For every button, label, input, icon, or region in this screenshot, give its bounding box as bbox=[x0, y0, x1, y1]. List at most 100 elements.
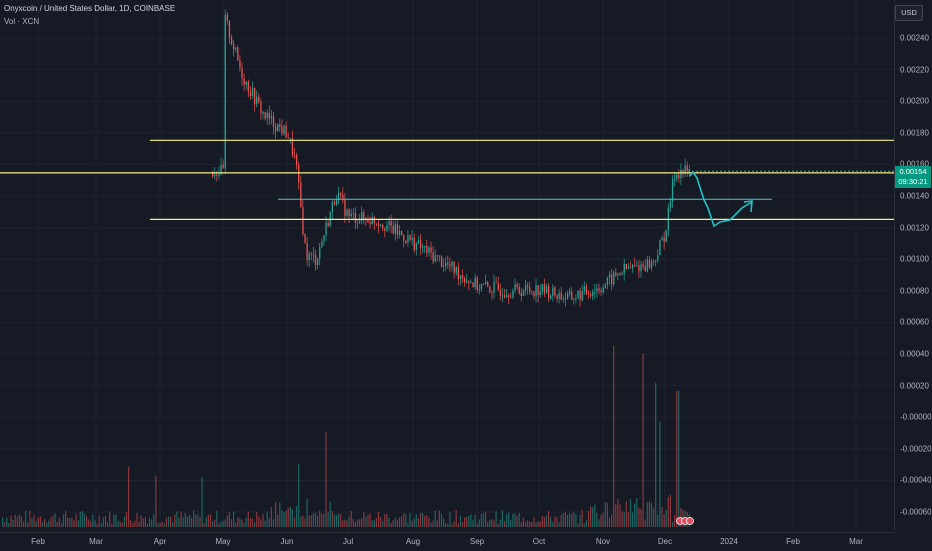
candle-body bbox=[321, 241, 323, 248]
volume-bar bbox=[69, 517, 71, 527]
candle-body bbox=[216, 174, 218, 176]
volume-bar bbox=[195, 514, 197, 527]
candle-body bbox=[665, 230, 667, 242]
chart-pane[interactable]: Onyxcoin / United States Dollar, 1D, COI… bbox=[0, 0, 894, 532]
volume-bar bbox=[222, 520, 224, 527]
volume-bar bbox=[678, 390, 680, 527]
volume-bar bbox=[489, 519, 491, 527]
volume-bar bbox=[310, 515, 312, 527]
candle-body bbox=[455, 267, 457, 274]
volume-bar bbox=[25, 510, 27, 527]
volume-bar bbox=[304, 518, 306, 527]
volume-bar bbox=[174, 514, 176, 527]
volume-bar bbox=[191, 517, 193, 527]
price-tick-label: 0.00020 bbox=[900, 381, 929, 391]
candle-body bbox=[247, 81, 249, 92]
volume-bar bbox=[564, 511, 566, 527]
volume-bar bbox=[60, 523, 62, 527]
candle-body bbox=[235, 47, 237, 50]
volume-bar bbox=[323, 513, 325, 527]
volume-bar bbox=[71, 517, 73, 527]
volume-bar bbox=[170, 516, 172, 527]
candle-body bbox=[619, 273, 621, 275]
candle-body bbox=[249, 91, 252, 96]
candle-body bbox=[308, 253, 310, 261]
volume-bar bbox=[107, 522, 109, 527]
volume-bar bbox=[161, 521, 163, 527]
candle-body bbox=[317, 258, 319, 266]
volume-bar bbox=[121, 522, 123, 527]
volume-bar bbox=[375, 517, 377, 527]
candle-body bbox=[302, 207, 304, 235]
volume-bar bbox=[138, 521, 140, 527]
volume-bar bbox=[674, 515, 676, 527]
symbol-legend[interactable]: Onyxcoin / United States Dollar, 1D, COI… bbox=[4, 4, 176, 13]
volume-bar bbox=[2, 517, 4, 527]
candle-body bbox=[283, 125, 285, 134]
candle-body bbox=[627, 267, 630, 269]
volume-bar bbox=[104, 515, 107, 527]
time-axis[interactable]: Feb Mar Apr May Jun Jul Aug Sep Oct Nov Dec 2024 Feb… bbox=[0, 532, 894, 551]
candle-body bbox=[629, 267, 632, 269]
volume-bar bbox=[541, 515, 543, 527]
volume-legend[interactable]: Vol · XCN bbox=[4, 17, 40, 26]
candle-body bbox=[554, 287, 556, 296]
volume-bar bbox=[209, 514, 212, 527]
candle-body bbox=[461, 275, 464, 279]
price-tick-label: 0.00220 bbox=[900, 65, 929, 75]
candle-body bbox=[541, 283, 543, 292]
volume-bar bbox=[163, 523, 165, 527]
candle-body bbox=[417, 239, 420, 244]
volume-bar bbox=[50, 517, 52, 527]
candle-body bbox=[527, 285, 529, 288]
volume-bar bbox=[193, 510, 195, 527]
candle-body bbox=[686, 165, 688, 172]
candle-body bbox=[430, 247, 432, 253]
volume-bar bbox=[663, 514, 665, 527]
volume-bar bbox=[296, 505, 298, 527]
volume-bar bbox=[539, 521, 541, 527]
candle-body bbox=[512, 290, 514, 298]
volume-bar bbox=[579, 515, 581, 527]
volume-bar bbox=[115, 514, 117, 527]
volume-bar bbox=[77, 520, 79, 527]
volume-bar bbox=[264, 520, 266, 527]
candle-body bbox=[499, 289, 501, 296]
price-axis[interactable]: 0.00240 0.00220 0.00200 0.00180 0.00160 0.001… bbox=[894, 0, 932, 532]
volume-bar bbox=[405, 514, 407, 527]
volume-bar bbox=[123, 516, 125, 527]
volume-bar bbox=[340, 514, 342, 527]
candle-body bbox=[569, 291, 571, 294]
candle-body bbox=[667, 207, 669, 231]
candle-body bbox=[537, 285, 539, 295]
candle-body bbox=[671, 178, 674, 202]
volume-bar bbox=[109, 511, 111, 527]
volume-bar bbox=[611, 514, 613, 527]
candle-body bbox=[447, 262, 449, 265]
candle-body bbox=[487, 281, 489, 287]
candle-body bbox=[428, 247, 430, 253]
volume-bar bbox=[621, 511, 623, 527]
volume-bar bbox=[321, 513, 323, 527]
candle-body bbox=[438, 255, 441, 257]
volume-bar bbox=[27, 522, 29, 527]
candle-body bbox=[327, 222, 329, 227]
candle-body bbox=[314, 255, 317, 266]
price-chart[interactable] bbox=[0, 0, 894, 532]
volume-bar bbox=[165, 517, 167, 527]
volume-bar bbox=[132, 523, 134, 527]
price-tick-label: -0.00060 bbox=[900, 507, 932, 517]
candle-body bbox=[617, 273, 619, 276]
currency-button[interactable]: USD bbox=[895, 5, 923, 21]
candle-body bbox=[640, 264, 642, 272]
volume-bar bbox=[474, 514, 476, 527]
volume-bar bbox=[596, 512, 598, 527]
volume-bar bbox=[144, 517, 146, 527]
candle-body bbox=[632, 264, 634, 269]
candle-body bbox=[485, 281, 487, 284]
volume-bar bbox=[627, 512, 629, 527]
candle-body bbox=[480, 284, 483, 290]
candle-body bbox=[669, 201, 672, 208]
candle-body bbox=[560, 292, 562, 300]
volume-bar bbox=[598, 519, 600, 527]
